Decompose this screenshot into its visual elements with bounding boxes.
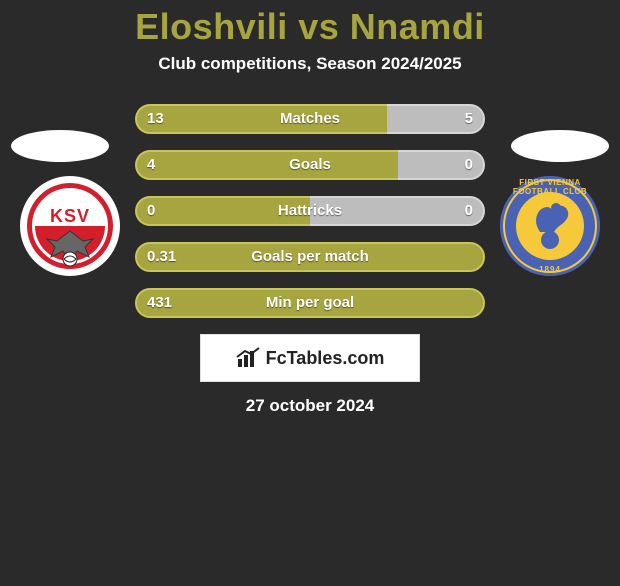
eagle-icon: [43, 227, 97, 267]
stat-right-value: 0: [465, 150, 473, 180]
stat-left-value: 0: [147, 196, 155, 226]
player2-name: Nnamdi: [350, 6, 485, 47]
stats-block: Matches135Goals40Hattricks00Goals per ma…: [135, 104, 485, 318]
stat-label: Min per goal: [135, 288, 485, 318]
vienna-ring-bottom: · 1894 ·: [500, 265, 600, 274]
ksv-badge: KSV: [20, 176, 120, 276]
stat-right-value: 0: [465, 196, 473, 226]
player2-photo-placeholder: [511, 130, 609, 162]
stat-label: Hattricks: [135, 196, 485, 226]
vienna-badge: FIRST VIENNA FOOTBALL CLUB · 1894 ·: [500, 176, 600, 276]
stat-row: Min per goal431: [135, 288, 485, 318]
stat-label: Matches: [135, 104, 485, 134]
club-badge-left: KSV: [20, 176, 120, 276]
stat-row: Goals per match0.31: [135, 242, 485, 272]
brand-box: FcTables.com: [200, 334, 420, 382]
subtitle: Club competitions, Season 2024/2025: [0, 54, 620, 74]
root: Eloshvili vs Nnamdi Club competitions, S…: [0, 6, 620, 416]
player1-name: Eloshvili: [135, 6, 288, 47]
stat-left-value: 431: [147, 288, 172, 318]
stat-left-value: 4: [147, 150, 155, 180]
page-title: Eloshvili vs Nnamdi: [0, 6, 620, 48]
player1-photo-placeholder: [11, 130, 109, 162]
stat-label: Goals: [135, 150, 485, 180]
stat-row: Matches13 5: [135, 104, 485, 134]
stat-left-value: 13: [147, 104, 164, 134]
date-label: 27 october 2024: [0, 396, 620, 416]
stat-row: Hattricks0 0: [135, 196, 485, 226]
brand-label: FcTables.com: [266, 348, 385, 369]
vs-label: vs: [298, 6, 339, 47]
bar-chart-icon: [236, 347, 262, 369]
stat-left-value: 0.31: [147, 242, 176, 272]
stat-row: Goals4 0: [135, 150, 485, 180]
player-silhouette-icon: [522, 198, 578, 254]
stat-right-value: 5: [465, 104, 473, 134]
club-badge-right: FIRST VIENNA FOOTBALL CLUB · 1894 ·: [500, 176, 600, 276]
ksv-label: KSV: [35, 206, 105, 227]
stat-label: Goals per match: [135, 242, 485, 272]
